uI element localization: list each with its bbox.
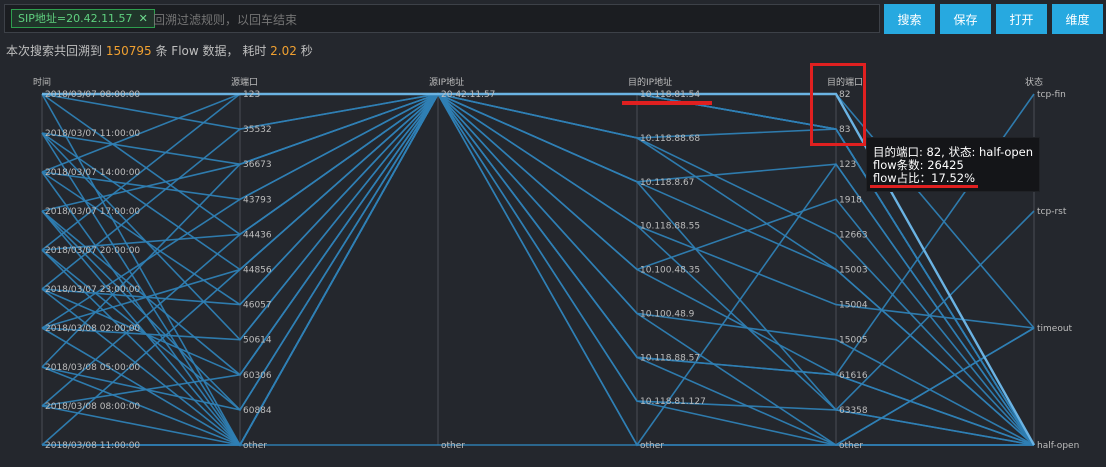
tick-label: 35532 bbox=[243, 125, 272, 135]
tick-label: 2018/03/08 11:00:00 bbox=[45, 441, 140, 451]
tick-label: other bbox=[640, 441, 664, 451]
ratio-underline bbox=[870, 185, 978, 188]
tick-label: 15003 bbox=[839, 266, 868, 276]
flow-line[interactable] bbox=[41, 93, 1035, 329]
tick-label: 63358 bbox=[839, 406, 868, 416]
tick-label: 10.118.88.68 bbox=[640, 134, 700, 144]
tick-label: 20.42.11.57 bbox=[441, 90, 495, 100]
tick-label: other bbox=[441, 441, 465, 451]
tick-label: timeout bbox=[1037, 324, 1073, 334]
tick-label: 44436 bbox=[243, 230, 272, 240]
axis-title: 目的IP地址 bbox=[628, 76, 672, 88]
tick-label: 2018/03/08 02:00:00 bbox=[45, 324, 140, 334]
tick-label: other bbox=[243, 441, 267, 451]
filter-rule-input[interactable] bbox=[151, 5, 755, 34]
highlight-box bbox=[810, 63, 866, 146]
tick-label: 123 bbox=[839, 160, 856, 170]
ip-underline bbox=[622, 101, 712, 105]
axis-title: 状态 bbox=[1025, 76, 1043, 88]
tick-label: tcp-rst bbox=[1037, 207, 1067, 217]
axis-title: 源IP地址 bbox=[429, 76, 464, 88]
tick-label: 2018/03/07 14:00:00 bbox=[45, 168, 140, 178]
axis-title: 源端口 bbox=[231, 76, 258, 88]
summary-prefix: 本次搜索共回溯到 bbox=[6, 44, 103, 58]
close-icon[interactable]: ✕ bbox=[138, 12, 148, 25]
search-summary: 本次搜索共回溯到 150795 条 Flow 数据， 耗时 2.02 秒 bbox=[6, 42, 313, 59]
tick-label: 2018/03/07 17:00:00 bbox=[45, 207, 140, 217]
tick-label: 43793 bbox=[243, 195, 272, 205]
tick-label: 10.118.81.127 bbox=[640, 397, 706, 407]
tick-label: 123 bbox=[243, 90, 260, 100]
flow-line[interactable] bbox=[41, 93, 1035, 329]
tick-labels: 2018/03/07 08:00:00 2018/03/07 11:00:00 20… bbox=[45, 90, 1079, 451]
axis-title: 时间 bbox=[33, 76, 51, 88]
flow-line[interactable] bbox=[41, 93, 1035, 446]
tick-label: 2018/03/08 05:00:00 bbox=[45, 363, 140, 373]
toolbar: SIP地址=20.42.11.57 ✕ 搜索 保存 打开 维度 bbox=[4, 4, 1103, 34]
tick-label: 2018/03/07 23:00:00 bbox=[45, 285, 140, 295]
tick-label: 46057 bbox=[243, 301, 272, 311]
flow-line[interactable] bbox=[41, 92, 1035, 446]
save-button[interactable]: 保存 bbox=[940, 4, 991, 34]
tooltip-line-3: flow占比：17.52% bbox=[873, 171, 976, 185]
filter-tag[interactable]: SIP地址=20.42.11.57 ✕ bbox=[11, 9, 155, 28]
filter-input-box[interactable]: SIP地址=20.42.11.57 ✕ bbox=[4, 4, 880, 34]
summary-suffix: 秒 bbox=[300, 44, 313, 58]
tick-label: 10.118.8.67 bbox=[640, 178, 694, 188]
flow-line[interactable] bbox=[41, 93, 1035, 446]
tick-label: 60306 bbox=[243, 371, 272, 381]
tooltip-line-2: flow条数: 26425 bbox=[873, 158, 964, 172]
tick-label: 2018/03/07 11:00:00 bbox=[45, 129, 140, 139]
tick-label: 2018/03/08 08:00:00 bbox=[45, 402, 140, 412]
flow-count: 150795 bbox=[105, 44, 152, 58]
tick-label: 10.100.48.35 bbox=[640, 266, 700, 276]
tick-label: 60884 bbox=[243, 406, 272, 416]
tick-label: 2018/03/07 20:00:00 bbox=[45, 246, 140, 256]
tick-label: 12663 bbox=[839, 230, 868, 240]
tick-label: tcp-fin bbox=[1037, 90, 1066, 100]
filter-tag-label: SIP地址=20.42.11.57 bbox=[18, 12, 133, 25]
tick-label: 1918 bbox=[839, 195, 862, 205]
search-button[interactable]: 搜索 bbox=[884, 4, 935, 34]
dimension-button[interactable]: 维度 bbox=[1052, 4, 1103, 34]
tick-label: 44856 bbox=[243, 266, 272, 276]
axis-title: 目的端口 bbox=[827, 76, 863, 88]
tick-label: 61616 bbox=[839, 371, 868, 381]
tooltip-line-1: 目的端口: 82, 状态: half-open bbox=[873, 145, 1034, 159]
tick-label: 10.118.88.57 bbox=[640, 353, 700, 363]
flow-line[interactable] bbox=[41, 92, 1035, 376]
elapsed-time: 2.02 bbox=[270, 44, 297, 58]
flow-line[interactable] bbox=[41, 92, 1035, 446]
tick-label: other bbox=[839, 441, 863, 451]
tick-label: half-open bbox=[1037, 441, 1079, 451]
tick-label: 50614 bbox=[243, 336, 272, 346]
tick-label: 10.100.48.9 bbox=[640, 309, 695, 319]
tick-label: 15005 bbox=[839, 336, 868, 346]
tick-label: 2018/03/07 08:00:00 bbox=[45, 90, 140, 100]
tick-label: 10.118.81.54 bbox=[640, 90, 700, 100]
tick-label: 15004 bbox=[839, 301, 868, 311]
tick-label: 36673 bbox=[243, 160, 272, 170]
flow-line[interactable] bbox=[41, 92, 1035, 446]
summary-middle: 条 Flow 数据， 耗时 bbox=[155, 44, 267, 58]
chart-tooltip: 目的端口: 82, 状态: half-open flow条数: 26425 fl… bbox=[866, 137, 1040, 192]
tick-label: 83 bbox=[839, 125, 850, 135]
tick-label: 82 bbox=[839, 90, 850, 100]
open-button[interactable]: 打开 bbox=[996, 4, 1047, 34]
tick-label: 10.118.88.55 bbox=[640, 222, 700, 232]
